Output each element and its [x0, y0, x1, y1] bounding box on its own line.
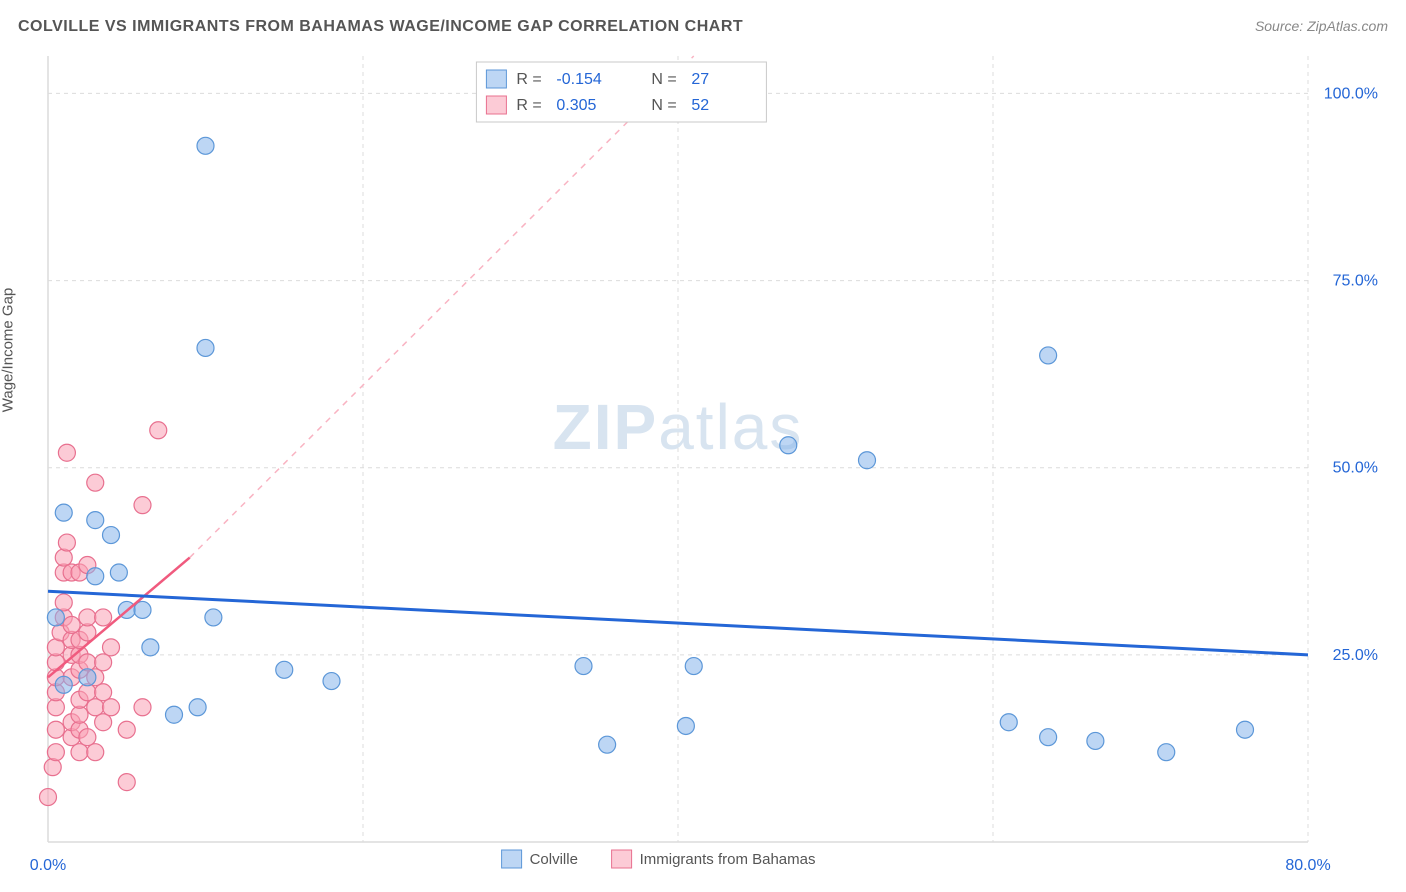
scatter-point-bahamas	[79, 609, 96, 626]
scatter-point-bahamas	[95, 654, 112, 671]
scatter-point-colville	[197, 137, 214, 154]
scatter-point-bahamas	[47, 721, 64, 738]
scatter-point-bahamas	[134, 497, 151, 514]
scatter-point-colville	[47, 609, 64, 626]
scatter-point-bahamas	[44, 759, 61, 776]
scatter-point-bahamas	[87, 474, 104, 491]
stats-r-label: R =	[516, 97, 541, 114]
stats-swatch-colville	[486, 70, 506, 88]
scatter-point-colville	[323, 673, 340, 690]
watermark: ZIPatlas	[553, 391, 804, 463]
scatter-point-colville	[87, 512, 104, 529]
stats-n-bahamas: 52	[691, 97, 709, 114]
stats-r-colville: -0.154	[556, 71, 601, 88]
scatter-point-bahamas	[150, 422, 167, 439]
scatter-point-bahamas	[87, 744, 104, 761]
legend-label-colville: Colville	[530, 851, 578, 868]
y-tick-label: 50.0%	[1333, 460, 1378, 477]
scatter-point-bahamas	[95, 609, 112, 626]
stats-swatch-bahamas	[486, 96, 506, 114]
x-tick-label: 0.0%	[30, 857, 66, 874]
scatter-point-colville	[197, 339, 214, 356]
scatter-point-colville	[1158, 744, 1175, 761]
stats-n-label: N =	[651, 97, 676, 114]
correlation-scatter-chart: 25.0% 50.0% 75.0% 100.0% ZIPatlas 0.0% 80.0% R …	[18, 50, 1388, 882]
stats-n-label: N =	[651, 71, 676, 88]
scatter-point-colville	[575, 658, 592, 675]
scatter-point-bahamas	[103, 699, 120, 716]
scatter-point-colville	[859, 452, 876, 469]
scatter-point-colville	[55, 504, 72, 521]
scatter-point-bahamas	[79, 729, 96, 746]
scatter-point-colville	[1000, 714, 1017, 731]
stats-r-label: R =	[516, 71, 541, 88]
scatter-point-colville	[1237, 721, 1254, 738]
scatter-point-colville	[276, 661, 293, 678]
scatter-point-bahamas	[71, 744, 88, 761]
scatter-point-bahamas	[95, 684, 112, 701]
scatter-point-bahamas	[134, 699, 151, 716]
scatter-point-bahamas	[103, 639, 120, 656]
scatter-point-colville	[685, 658, 702, 675]
stats-r-bahamas: 0.305	[556, 97, 596, 114]
legend-swatch-bahamas	[612, 850, 632, 868]
scatter-point-bahamas	[95, 714, 112, 731]
trend-line-bahamas-ext	[190, 56, 694, 558]
scatter-point-colville	[780, 437, 797, 454]
y-axis-label: Wage/Income Gap	[0, 288, 17, 413]
scatter-point-colville	[1040, 347, 1057, 364]
scatter-point-colville	[1040, 729, 1057, 746]
legend-label-bahamas: Immigrants from Bahamas	[640, 851, 816, 868]
scatter-point-bahamas	[55, 594, 72, 611]
scatter-point-bahamas	[58, 534, 75, 551]
scatter-point-bahamas	[118, 774, 135, 791]
scatter-point-bahamas	[47, 744, 64, 761]
scatter-point-colville	[599, 736, 616, 753]
source-label: Source: ZipAtlas.com	[1255, 18, 1388, 34]
scatter-point-colville	[166, 706, 183, 723]
y-tick-label: 100.0%	[1324, 85, 1378, 102]
scatter-point-bahamas	[40, 789, 57, 806]
legend-swatch-colville	[502, 850, 522, 868]
stats-n-colville: 27	[691, 71, 709, 88]
scatter-point-colville	[87, 568, 104, 585]
scatter-point-colville	[55, 676, 72, 693]
scatter-point-colville	[110, 564, 127, 581]
scatter-point-bahamas	[63, 616, 80, 633]
scatter-point-colville	[142, 639, 159, 656]
scatter-point-bahamas	[47, 639, 64, 656]
scatter-point-colville	[103, 527, 120, 544]
scatter-point-colville	[205, 609, 222, 626]
y-tick-label: 75.0%	[1333, 273, 1378, 290]
y-tick-label: 25.0%	[1333, 647, 1378, 664]
scatter-point-bahamas	[118, 721, 135, 738]
scatter-point-colville	[1087, 732, 1104, 749]
x-tick-label: 80.0%	[1285, 857, 1330, 874]
scatter-point-colville	[677, 717, 694, 734]
scatter-point-bahamas	[58, 444, 75, 461]
scatter-point-bahamas	[55, 549, 72, 566]
scatter-point-bahamas	[87, 699, 104, 716]
scatter-point-colville	[189, 699, 206, 716]
chart-title: COLVILLE VS IMMIGRANTS FROM BAHAMAS WAGE…	[18, 18, 743, 36]
scatter-point-colville	[79, 669, 96, 686]
